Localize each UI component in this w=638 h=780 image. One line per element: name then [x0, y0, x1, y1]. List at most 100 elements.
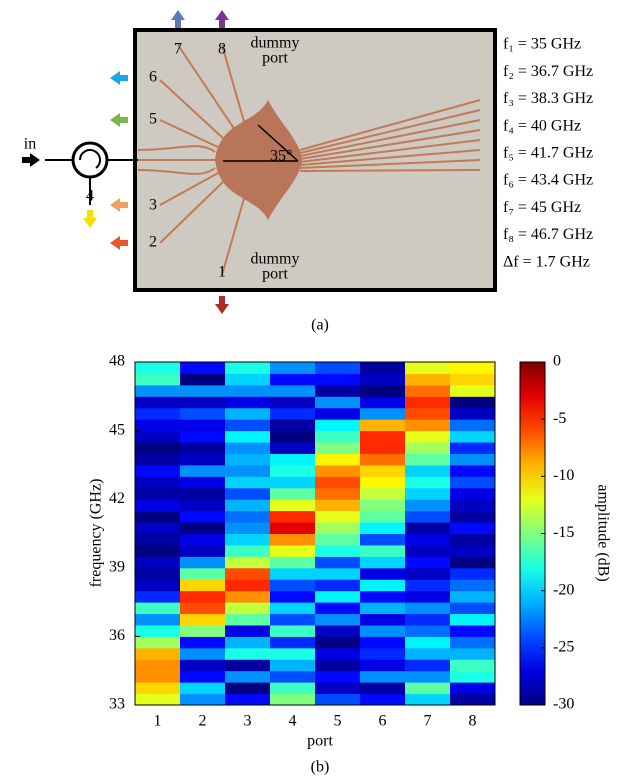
heatmap-cell [360, 384, 406, 397]
heatmap-cell [225, 647, 271, 660]
heatmap-cell [135, 544, 181, 557]
heatmap-cell [405, 476, 451, 489]
frequency-label: f₄ = 40 GHz [503, 117, 581, 134]
heatmap-cell [135, 556, 181, 569]
heatmap-cell [360, 613, 406, 626]
heatmap-cell [225, 362, 271, 374]
heatmap-cell [270, 487, 316, 500]
heatmap-cell [180, 579, 226, 592]
heatmap-cell [135, 670, 181, 683]
heatmap-cell [180, 430, 226, 443]
x-tick-label: 6 [379, 713, 387, 730]
heatmap-cell [315, 407, 361, 420]
heatmap-cell [360, 693, 406, 706]
port-label: 5 [149, 111, 157, 128]
frequency-label: f₇ = 45 GHz [503, 199, 581, 216]
heatmap-cell [450, 544, 496, 557]
heatmap-cell [180, 624, 226, 637]
heatmap-cell [180, 544, 226, 557]
y-tick-label: 36 [109, 627, 125, 644]
heatmap-cell [225, 464, 271, 477]
heatmap-cell [315, 453, 361, 466]
heatmap-cell [405, 487, 451, 500]
heatmap-cell [180, 487, 226, 500]
port-label: 2 [149, 234, 157, 251]
y-tick-label: 45 [109, 421, 125, 438]
heatmap-cell [360, 407, 406, 420]
heatmap-cell [405, 499, 451, 512]
heatmap-cell [360, 396, 406, 409]
heatmap-cell [360, 533, 406, 546]
heatmap-cell [315, 624, 361, 637]
heatmap-cell [225, 624, 271, 637]
heatmap-cell [180, 442, 226, 454]
heatmap-cell [360, 624, 406, 637]
heatmap-cell [135, 659, 181, 672]
heatmap-cell [450, 487, 496, 500]
heatmap-cell [450, 670, 496, 683]
heatmap-cell [450, 602, 496, 615]
heatmap-cell [360, 453, 406, 466]
heatmap-cell [180, 362, 226, 374]
heatmap-cell [135, 624, 181, 637]
heatmap-cell [405, 682, 451, 695]
device-photo [45, 28, 497, 292]
heatmap-cell [225, 556, 271, 569]
heatmap-cell [135, 464, 181, 477]
heatmap-cell [450, 362, 496, 374]
heatmap-cell [180, 510, 226, 523]
port-label: 8 [218, 41, 226, 58]
heatmap-cell [270, 442, 316, 454]
heatmap-cell [225, 590, 271, 603]
heatmap-cell [405, 362, 451, 374]
heatmap-cell [405, 544, 451, 557]
heatmap-cell [180, 373, 226, 386]
heatmap-cell [450, 499, 496, 512]
heatmap-cell [135, 442, 181, 454]
heatmap-cell [270, 362, 316, 374]
heatmap-cell [225, 522, 271, 534]
heatmap-cell [315, 396, 361, 409]
heatmap-cell [225, 613, 271, 626]
heatmap-cell [315, 647, 361, 660]
heatmap-cell [180, 670, 226, 683]
x-tick-label: 3 [244, 713, 252, 730]
heatmap-cell [180, 602, 226, 615]
heatmap-cell [360, 522, 406, 534]
heatmap-cell [135, 373, 181, 386]
heatmap-cell [270, 659, 316, 672]
heatmap-cell [270, 407, 316, 420]
heatmap-cell [450, 682, 496, 695]
heatmap-cell [135, 682, 181, 695]
colorbar-tick-label: -30 [553, 696, 574, 713]
heatmap-cell [270, 430, 316, 443]
heatmap-cell [360, 464, 406, 477]
heatmap-cell [225, 682, 271, 695]
heatmap-cell [405, 613, 451, 626]
dummy-port-label: port [262, 266, 288, 283]
heatmap-cell [405, 602, 451, 615]
heatmap-cell [180, 407, 226, 420]
heatmap-cell [360, 636, 406, 649]
heatmap-cell [360, 647, 406, 660]
x-tick-label: 2 [199, 713, 207, 730]
frequency-label: f₈ = 46.7 GHz [503, 226, 593, 243]
x-tick-label: 7 [424, 713, 432, 730]
x-tick-label: 1 [154, 713, 162, 730]
frequency-label: f₁ = 35 GHz [503, 36, 581, 53]
heatmap-cell [405, 396, 451, 409]
heatmap-cell [135, 647, 181, 660]
heatmap-cell [450, 407, 496, 420]
heatmap-cell [315, 544, 361, 557]
heatmap-cell [135, 602, 181, 615]
heatmap-cell [270, 476, 316, 489]
heatmap-cell [450, 556, 496, 569]
heatmap-cell [360, 567, 406, 580]
heatmap-cell [135, 579, 181, 592]
heatmap-cell [360, 373, 406, 386]
colorbar-tick-label: -25 [553, 639, 574, 656]
x-axis-label: port [307, 733, 333, 750]
heatmap-cell [135, 384, 181, 397]
port-arrow [110, 198, 128, 212]
heatmap-cell [180, 499, 226, 512]
